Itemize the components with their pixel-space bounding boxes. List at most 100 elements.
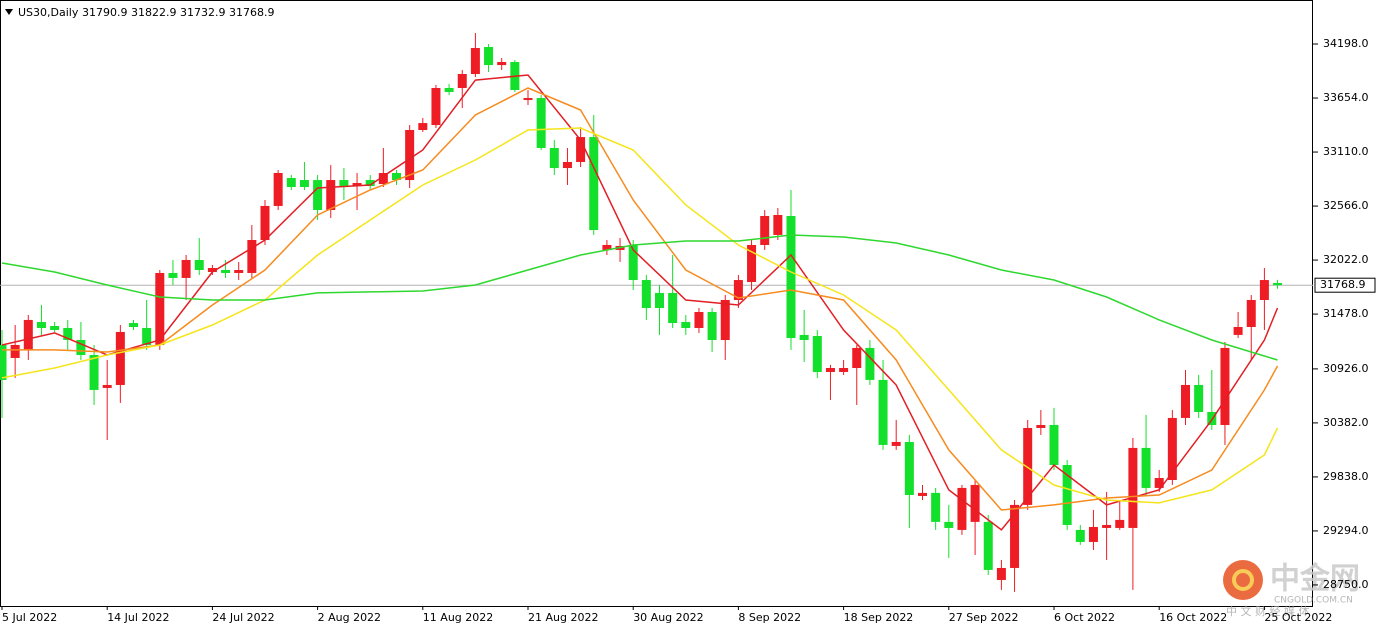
candle-body <box>1246 299 1256 327</box>
y-tick-label: 33110.0 <box>1323 145 1369 158</box>
candle-body <box>760 215 770 245</box>
candle-body <box>1154 478 1164 488</box>
candle-body <box>194 259 204 271</box>
candle-body <box>839 367 849 372</box>
x-tick-label: 6 Oct 2022 <box>1054 611 1115 624</box>
watermark-name: 中金网 <box>1270 562 1360 597</box>
candle-body <box>878 379 888 445</box>
candle-body <box>484 46 494 66</box>
candle-body <box>825 367 835 372</box>
x-tick-label: 11 Aug 2022 <box>423 611 493 624</box>
y-tick-label: 31478.0 <box>1323 307 1369 320</box>
candle-body <box>36 322 46 328</box>
menu-arrow[interactable] <box>5 9 13 15</box>
y-tick-label: 30382.0 <box>1323 416 1369 429</box>
candle-body <box>1036 424 1046 428</box>
plot <box>0 32 1313 592</box>
candle-body <box>10 344 20 358</box>
candle-body <box>89 354 99 390</box>
candle-body <box>1233 326 1243 335</box>
candle-body <box>1194 384 1204 412</box>
candle-body <box>50 325 60 330</box>
candle-body <box>1088 526 1098 542</box>
candle-body <box>76 339 86 355</box>
candle-body <box>1128 447 1138 528</box>
candle-body <box>1167 417 1177 480</box>
candle-body <box>431 88 441 126</box>
candle-body <box>155 272 165 345</box>
candle-body <box>747 244 757 283</box>
candle-body <box>865 347 875 380</box>
y-tick-label: 32566.0 <box>1323 199 1369 212</box>
candle-body <box>286 177 296 187</box>
candle-body <box>444 88 454 92</box>
candle-body <box>1115 519 1125 528</box>
candle-body <box>786 215 796 339</box>
candle-body <box>562 161 572 169</box>
candle-body <box>129 323 138 327</box>
x-tick-label: 14 Jul 2022 <box>107 611 169 624</box>
candle-body <box>1273 283 1283 286</box>
y-tick-label: 33654.0 <box>1323 91 1369 104</box>
candle-body <box>352 183 362 187</box>
candle-body <box>102 384 112 388</box>
candle-body <box>918 492 927 496</box>
candle-body <box>602 244 612 250</box>
candle-body <box>576 137 586 162</box>
candle-body <box>1141 447 1151 488</box>
candle-body <box>365 180 375 187</box>
watermark-site: CNGOLD.COM.CN <box>1274 596 1353 606</box>
candle-body <box>707 311 717 340</box>
candle-body <box>234 270 244 273</box>
candle-body <box>931 492 941 522</box>
candle-body <box>1259 280 1269 300</box>
candle-body <box>996 567 1006 580</box>
candle-body <box>497 61 507 66</box>
candle-body <box>589 137 599 230</box>
candle-body <box>891 441 901 446</box>
x-tick-label: 21 Aug 2022 <box>528 611 598 624</box>
x-tick-label: 30 Aug 2022 <box>633 611 703 624</box>
x-tick-label: 5 Jul 2022 <box>2 611 57 624</box>
candle-body <box>457 74 467 89</box>
candle-body <box>1049 424 1059 466</box>
candle-body <box>549 147 559 169</box>
x-tick-label: 2 Aug 2022 <box>318 611 381 624</box>
candle-body <box>733 280 743 300</box>
candle-body <box>207 268 217 272</box>
candle-body <box>142 327 152 345</box>
candle-body <box>1207 411 1217 425</box>
candle-body <box>720 299 730 340</box>
candle-body <box>260 205 270 241</box>
candle-body <box>681 322 691 328</box>
y-tick-label: 30926.0 <box>1323 362 1369 375</box>
candle-body <box>0 344 7 380</box>
candle-body <box>1181 384 1190 418</box>
candle-body <box>655 292 664 309</box>
candle-body <box>221 270 231 273</box>
watermark-logo <box>1223 560 1263 600</box>
candle-body <box>247 240 257 273</box>
x-tick-label: 24 Jul 2022 <box>212 611 274 624</box>
candle-body <box>299 180 309 187</box>
candle-body <box>392 172 401 181</box>
candle-body <box>378 172 388 185</box>
candle-body <box>313 180 323 211</box>
chart-title: US30,Daily <box>18 6 79 19</box>
candle-body <box>63 327 73 340</box>
candle-body <box>641 280 651 309</box>
candle-body <box>115 331 125 385</box>
candle-body <box>628 244 638 281</box>
moving-average-line <box>1 234 1278 361</box>
y-tick-label: 32022.0 <box>1323 253 1369 266</box>
candle-body <box>773 214 783 235</box>
candle-body <box>799 334 809 340</box>
candle-body <box>904 441 914 495</box>
watermark-logo-ring <box>1232 569 1254 591</box>
candle-body <box>1062 465 1072 525</box>
candle-body <box>273 172 283 206</box>
candle-body <box>418 123 428 131</box>
candle-body <box>957 487 967 530</box>
candle-body <box>970 484 980 522</box>
